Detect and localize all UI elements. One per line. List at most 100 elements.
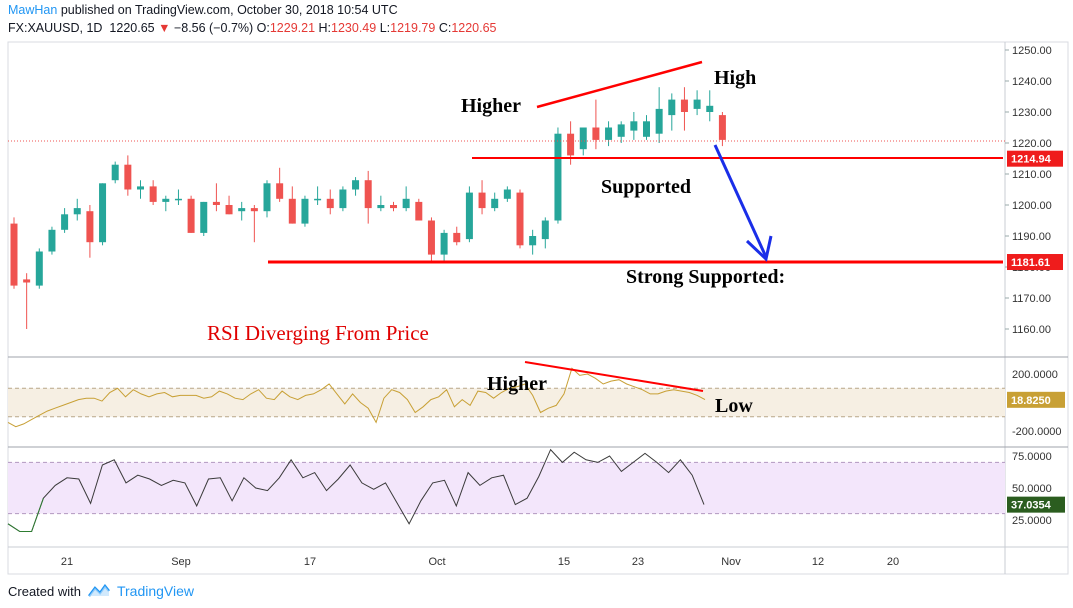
- price-axis: 1250.00 1240.00 1230.00 1220.00 1210.00 1200.…: [8, 45, 1063, 336]
- time-tick-label: 21: [61, 556, 73, 568]
- rsi-line-start: [7, 498, 44, 532]
- annotation-higher-price: Higher: [461, 95, 521, 117]
- price-tick-label: 1250.00: [1012, 45, 1052, 57]
- rsi-line: [7, 448, 705, 532]
- candle-body: [541, 220, 549, 240]
- candle-body: [212, 201, 220, 205]
- cci-tick-label: -200.0000: [1012, 426, 1062, 438]
- candle-body: [326, 198, 334, 209]
- rsi-tick-label: 25.0000: [1012, 515, 1052, 527]
- symbol-info: FX:XAUUSD, 1D 1220.65 ▼ −8.56 (−0.7%) O:…: [8, 21, 497, 35]
- open-value: 1229.21: [269, 21, 316, 35]
- cci-tick-label: 200.0000: [1012, 369, 1058, 381]
- candle-body: [377, 205, 385, 209]
- annotation-higher-osc: Higher: [487, 373, 547, 395]
- down-arrow-icon: [745, 235, 773, 262]
- close-value: 1220.65: [451, 21, 497, 35]
- candle-body: [86, 211, 94, 243]
- rsi-value-text: 37.0354: [1011, 500, 1052, 512]
- created-with-text: Created with: [8, 583, 81, 599]
- cci-value-text: 18.8250: [1011, 395, 1051, 407]
- candle-body: [630, 121, 638, 131]
- candle-body: [617, 124, 625, 137]
- price-tick-label: 1160.00: [1012, 324, 1051, 336]
- candle-body: [225, 205, 233, 215]
- candle-body: [314, 198, 322, 201]
- candle-body: [149, 186, 157, 202]
- candle-body: [718, 115, 726, 140]
- candle-body: [415, 201, 423, 221]
- time-axis: 21 Sep 17 Oct 15 23 Nov 12 20: [61, 556, 899, 568]
- candle-body: [200, 201, 208, 233]
- candle-body: [364, 180, 372, 209]
- price-label-text: 1181.61: [1011, 257, 1050, 269]
- candle-body: [503, 189, 511, 199]
- candle-body: [61, 214, 69, 230]
- tradingview-brand[interactable]: TradingView: [116, 583, 195, 599]
- candle-body: [263, 183, 271, 212]
- footer: Created with TradingView: [8, 583, 194, 599]
- low-value: 1219.79: [390, 21, 436, 35]
- candle-body: [402, 198, 410, 209]
- candle-body: [48, 229, 56, 252]
- candle-body: [162, 198, 170, 202]
- candles: [10, 87, 726, 329]
- annotation-rsi-diverging: RSI Diverging From Price: [207, 321, 429, 345]
- rsi-band: [8, 462, 1005, 514]
- candle-body: [10, 223, 18, 286]
- candle-body: [440, 232, 448, 255]
- candle-body: [643, 121, 650, 137]
- candle-body: [554, 133, 562, 221]
- candle-body: [465, 192, 473, 240]
- publish-info: MawHan published on TradingView.com, Oct…: [8, 3, 398, 17]
- price-label-badge: [1007, 150, 1063, 167]
- cci-pane: 200.0000 -200.0000 18.8250: [7, 367, 1065, 438]
- candle-body: [137, 186, 144, 190]
- time-tick-label: 20: [887, 556, 899, 568]
- higher-high-trendline: [536, 60, 703, 109]
- candle-body: [605, 127, 613, 140]
- rsi-value-badge: [1007, 496, 1065, 513]
- last-price: 1220.65: [109, 21, 155, 35]
- time-tick-label: 15: [558, 556, 570, 568]
- candle-body: [187, 198, 195, 233]
- change-arrow-icon: ▼: [158, 21, 171, 35]
- candle-body: [478, 192, 486, 209]
- tradingview-logo-icon: [87, 584, 110, 597]
- candle-body: [99, 183, 107, 243]
- candle-body: [390, 205, 397, 209]
- candle-body: [668, 99, 676, 116]
- candle-body: [23, 279, 31, 283]
- price-tick-label: 1200.00: [1012, 200, 1052, 212]
- open-label: O:: [256, 21, 270, 35]
- price-tick-label: 1170.00: [1012, 293, 1051, 305]
- down-arrow-shaft: [713, 144, 768, 258]
- close-label: C:: [438, 21, 452, 35]
- candle-body: [73, 208, 81, 215]
- annotation-supported: Supported: [601, 176, 691, 198]
- price-tick-label: 1190.00: [1012, 231, 1051, 243]
- candle-body: [529, 236, 537, 246]
- price-tick-label: 1240.00: [1012, 76, 1052, 88]
- author-name[interactable]: MawHan: [8, 3, 58, 17]
- candle-body: [706, 105, 714, 112]
- candle-body: [655, 108, 663, 134]
- annotation-strong-supported: Strong Supported:: [626, 266, 785, 288]
- price-change: −8.56 (−0.7%): [173, 21, 254, 35]
- cci-value-badge: [1007, 391, 1065, 408]
- candle-body: [491, 198, 499, 209]
- time-tick-label: 12: [812, 556, 824, 568]
- candle-body: [301, 198, 309, 224]
- price-label-badge: [1007, 254, 1063, 271]
- low-label: L:: [379, 21, 391, 35]
- rsi-tick-label: 75.0000: [1012, 451, 1052, 463]
- candle-body: [250, 208, 258, 212]
- cci-line: [7, 367, 706, 428]
- price-tick-label: 1210.00: [1012, 169, 1052, 181]
- candle-body: [680, 99, 688, 112]
- candle-body: [238, 208, 246, 212]
- price-label-text: 1214.94: [1011, 154, 1052, 166]
- price-tick-label: 1220.00: [1012, 138, 1052, 150]
- time-tick-label: 17: [304, 556, 316, 568]
